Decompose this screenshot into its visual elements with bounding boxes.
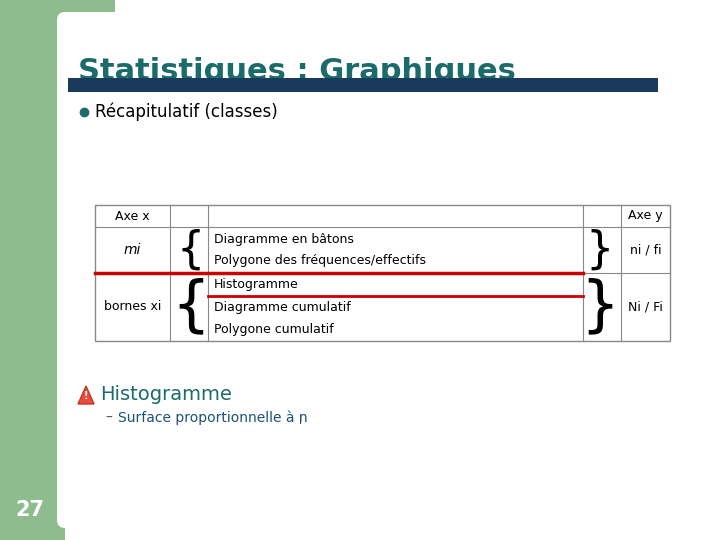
Text: !: !: [84, 391, 89, 401]
Text: Statistiques : Graphiques: Statistiques : Graphiques: [78, 57, 516, 86]
Text: Diagramme en bâtons: Diagramme en bâtons: [214, 233, 354, 246]
Bar: [0, 0, 65, 540]
Text: Histogramme: Histogramme: [100, 386, 232, 404]
Text: –: –: [105, 411, 112, 425]
Text: Histogramme: Histogramme: [214, 278, 299, 291]
Bar: [95, 205, 670, 341]
Text: Polygone des fréquences/effectifs: Polygone des fréquences/effectifs: [214, 254, 426, 267]
Text: i: i: [299, 416, 302, 426]
Text: }: }: [586, 228, 614, 272]
Text: 27: 27: [16, 500, 45, 520]
Text: Surface proportionnelle à n: Surface proportionnelle à n: [118, 411, 307, 426]
FancyBboxPatch shape: [57, 12, 718, 528]
Text: bornes xi: bornes xi: [104, 300, 161, 314]
Text: {: {: [171, 278, 210, 336]
Text: mi: mi: [124, 243, 141, 257]
Text: Récapitulatif (classes): Récapitulatif (classes): [95, 103, 278, 122]
Polygon shape: [78, 386, 94, 404]
Text: ni / fi: ni / fi: [630, 244, 661, 256]
Text: Polygone cumulatif: Polygone cumulatif: [214, 323, 334, 336]
Bar: [68, 78, 658, 92]
Text: }: }: [580, 278, 620, 336]
Text: Ni / Fi: Ni / Fi: [628, 300, 663, 314]
Text: {: {: [177, 228, 205, 272]
Text: Axe x: Axe x: [115, 210, 150, 222]
Text: Diagramme cumulatif: Diagramme cumulatif: [214, 300, 351, 314]
Polygon shape: [0, 110, 115, 230]
Bar: [0, 0, 115, 110]
Text: Axe y: Axe y: [628, 210, 663, 222]
